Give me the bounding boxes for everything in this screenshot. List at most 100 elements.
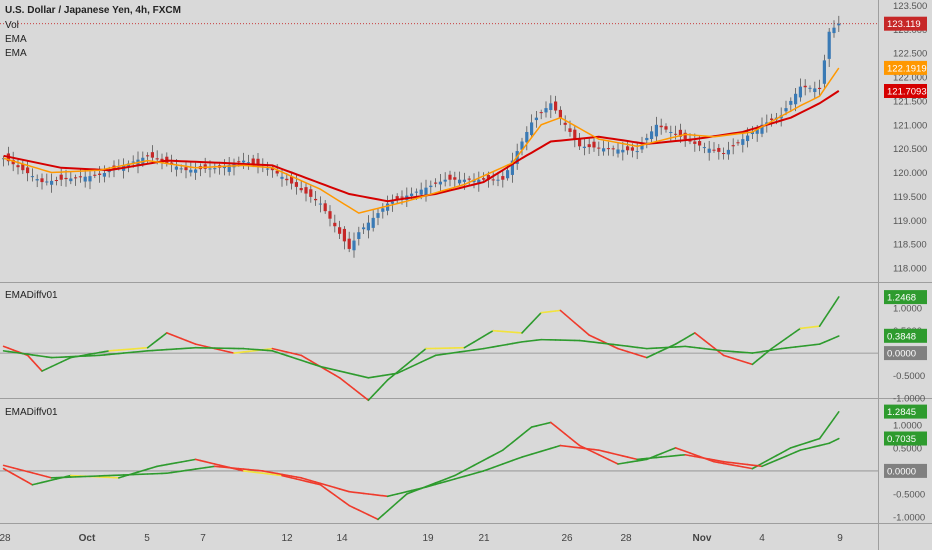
oscillator-2-series-1-segment (602, 456, 610, 461)
oscillator-2-series-2-segment (545, 447, 552, 451)
oscillator-1-series-1-segment (521, 327, 528, 334)
oscillator-1-series-1-segment (751, 359, 759, 366)
oscillator-1-series-2-segment (617, 344, 624, 347)
oscillator-1-series-1-segment (689, 332, 696, 337)
oscillator-1-series-1-segment (146, 343, 154, 349)
oscillator-1-series-1-segment (89, 352, 96, 356)
oscillator-2-series-2-segment (631, 457, 639, 461)
oscillator-2-series-1-segment (823, 424, 831, 433)
oscillator-1-series-2-segment (833, 335, 840, 339)
oscillator-2-title[interactable]: EMADiffv01 (5, 407, 58, 418)
oscillator-1-series-2-segment (439, 353, 447, 356)
oscillator-2-series-2-segment (549, 446, 557, 450)
oscillator-2-series-2-segment (300, 477, 307, 481)
oscillator-1-title[interactable]: EMADiffv01 (5, 290, 58, 301)
oscillator-2-series-2-segment (309, 479, 317, 483)
candle (467, 178, 471, 180)
oscillator-1-series-1-segment (573, 321, 581, 328)
candle (554, 101, 558, 111)
candle (491, 179, 495, 181)
legend-vol[interactable]: Vol (5, 20, 19, 31)
oscillator-2-series-2-segment (602, 450, 610, 454)
oscillator-1-series-2-segment (828, 337, 835, 341)
oscillator-2-series-1-segment (285, 475, 293, 479)
price-pane (0, 15, 878, 258)
oscillator-2-series-1-segment (247, 470, 254, 473)
oscillator-1-series-1-segment (247, 350, 254, 353)
oscillator-2-axis-tick-label: 0.5000 (893, 443, 922, 454)
oscillator-2-value-badge (884, 431, 927, 446)
x-axis-label: 14 (336, 533, 348, 544)
oscillator-2-series-2-segment (578, 447, 586, 450)
oscillator-1-series-1-segment (2, 345, 10, 349)
oscillator-1-series-2-segment (429, 354, 437, 359)
candle (208, 168, 212, 170)
oscillator-1-series-1-segment (593, 336, 600, 341)
oscillator-1-series-2-segment (588, 340, 595, 344)
candle (525, 131, 529, 143)
oscillator-1-series-1-segment (785, 334, 792, 340)
oscillator-2-series-2-segment (492, 464, 499, 469)
oscillator-2-series-2-segment (367, 493, 375, 496)
legend-ema-slow[interactable]: EMA (5, 48, 27, 59)
oscillator-1-value-label: 0.0000 (887, 349, 916, 360)
oscillator-1-series-2-segment (420, 359, 427, 363)
oscillator-1-series-2-segment (765, 349, 773, 352)
oscillator-2-series-2-segment (559, 444, 567, 447)
candle (794, 93, 798, 105)
oscillator-1-series-2-segment (761, 350, 768, 353)
oscillator-1-series-2-segment (492, 345, 499, 348)
oscillator-1-series-2-segment (290, 356, 298, 360)
oscillator-2-series-1-segment (209, 462, 216, 465)
oscillator-2-series-1-segment (669, 447, 677, 451)
oscillator-2-series-2-segment (449, 478, 456, 482)
oscillator-2-series-1-segment (353, 507, 360, 511)
oscillator-2-series-2-segment (789, 451, 797, 455)
candle (789, 100, 793, 105)
oscillator-1-series-1-segment (722, 354, 730, 358)
oscillator-2-series-1-segment (185, 459, 192, 462)
oscillator-2-series-2-segment (357, 492, 365, 495)
candle (712, 149, 716, 151)
oscillator-1-series-2-segment (271, 350, 279, 354)
candle (362, 227, 366, 230)
oscillator-2-series-2-segment (468, 472, 475, 476)
oscillator-1-series-1-segment (809, 325, 816, 329)
oscillator-2-series-2-segment (746, 463, 754, 466)
oscillator-1-series-2-segment (377, 374, 384, 378)
oscillator-2-series-2-segment (204, 466, 211, 469)
oscillator-2-series-2-segment (338, 488, 346, 492)
oscillator-1-series-2-segment (780, 347, 787, 350)
candle (611, 148, 615, 150)
oscillator-1-series-1-segment (362, 395, 370, 402)
oscillator-2-series-2-segment (833, 437, 840, 442)
oscillator-1-series-1-segment (727, 356, 735, 360)
oscillator-1-series-1-segment (228, 351, 235, 354)
oscillator-2-series-2-segment (612, 452, 619, 456)
oscillator-1-series-2-segment (309, 362, 317, 366)
oscillator-2-value-badge (884, 404, 927, 419)
oscillator-1-series-2-segment (482, 346, 490, 350)
oscillator-2-series-1-segment (492, 451, 499, 457)
oscillator-2-series-1-segment (458, 469, 466, 474)
oscillator-1-series-1-segment (746, 362, 754, 366)
oscillator-1-series-1-segment (166, 332, 173, 336)
oscillator-2-series-1-segment (530, 425, 538, 428)
legend-ema-fast[interactable]: EMA (5, 34, 27, 45)
oscillator-1-value-label: 0.3848 (887, 331, 916, 342)
oscillator-1-series-1-segment (405, 359, 413, 366)
candle (227, 164, 231, 172)
oscillator-2-series-1-segment (151, 465, 158, 469)
oscillator-2-series-2-segment (381, 494, 389, 498)
oscillator-1-series-2-segment (357, 374, 365, 378)
oscillator-2-series-1-segment (305, 480, 312, 484)
oscillator-1-series-1-segment (415, 351, 423, 358)
oscillator-2-series-2-segment (597, 449, 605, 453)
oscillator-1-series-2-segment (804, 344, 811, 347)
oscillator-2-series-1-segment (391, 501, 399, 508)
oscillator-1-series-1-segment (290, 352, 298, 356)
price-axis-tick-label: 122.500 (893, 49, 927, 60)
candle (803, 85, 807, 88)
ema-slow-line (3, 90, 840, 203)
oscillator-1-series-1-segment (175, 335, 182, 340)
